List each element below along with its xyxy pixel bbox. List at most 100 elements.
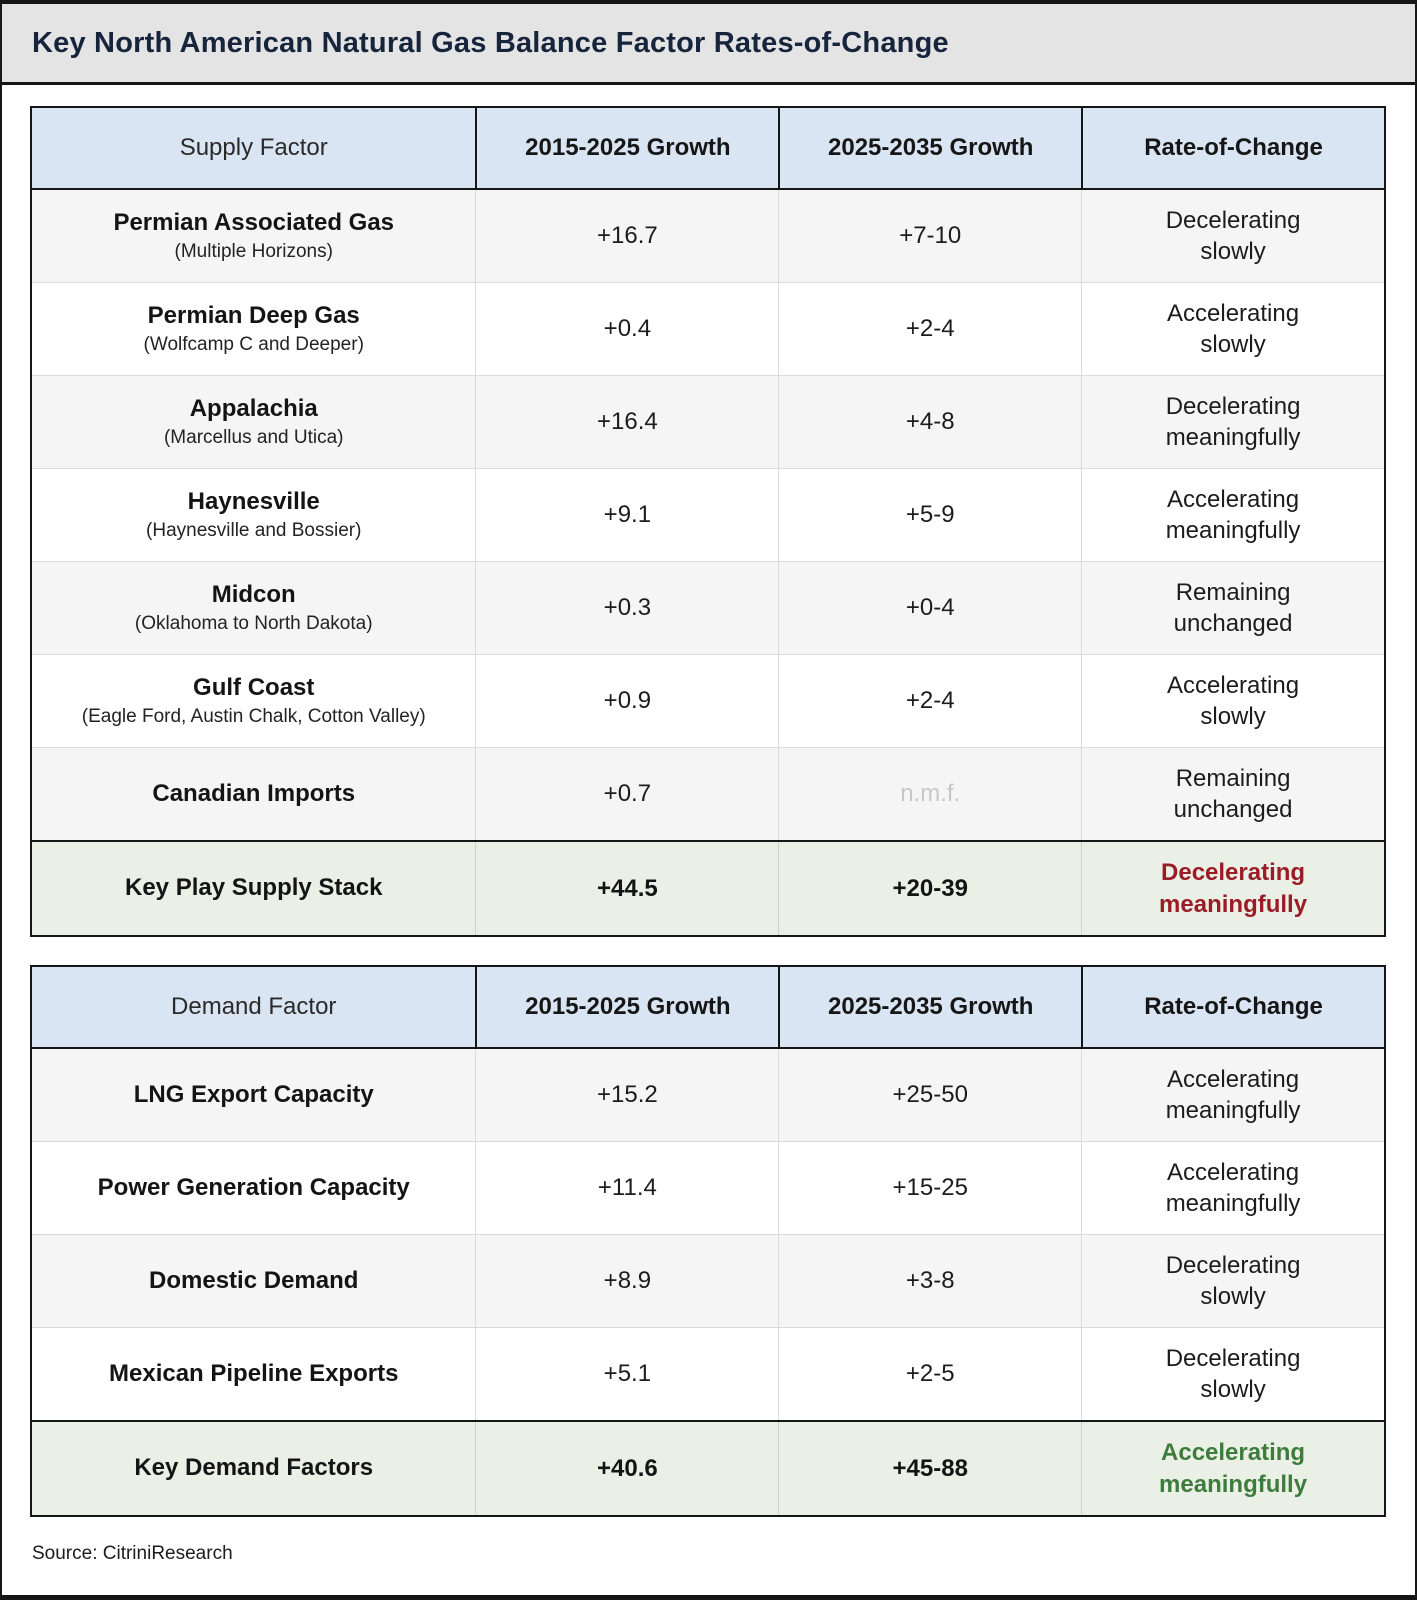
- factor-cell: Permian Associated Gas (Multiple Horizon…: [32, 190, 475, 282]
- factor-cell: Appalachia (Marcellus and Utica): [32, 376, 475, 468]
- factor-subtitle: (Marcellus and Utica): [163, 426, 344, 448]
- supply-header-rate-of-change-label: Rate-of-Change: [1144, 134, 1323, 161]
- summary-factor-name: Key Demand Factors: [134, 1454, 374, 1482]
- growth-value: +0.4: [603, 315, 652, 342]
- rate-value: Accelerating slowly: [1167, 671, 1300, 730]
- factor-subtitle: (Multiple Horizons): [174, 240, 333, 262]
- table-row: Gulf Coast (Eagle Ford, Austin Chalk, Co…: [32, 654, 1384, 747]
- factor-name: Domestic Demand: [149, 1266, 359, 1294]
- supply-header-growth-2025-2035: 2025-2035 Growth: [778, 108, 1081, 188]
- supply-summary-row: Key Play Supply Stack +44.5 +20-39 Decel…: [32, 840, 1384, 935]
- growth-value: +2-5: [905, 1360, 955, 1387]
- rate-value: Decelerating slowly: [1165, 1251, 1301, 1310]
- growth-2025-2035-cell: +15-25: [778, 1142, 1081, 1234]
- rate-cell: Decelerating slowly: [1081, 190, 1384, 282]
- factor-subtitle: (Eagle Ford, Austin Chalk, Cotton Valley…: [81, 705, 426, 727]
- growth-value-not-meaningful: n.m.f.: [900, 780, 961, 807]
- title-bar: Key North American Natural Gas Balance F…: [2, 4, 1415, 85]
- rate-cell: Decelerating meaningfully: [1081, 376, 1384, 468]
- factor-cell: Power Generation Capacity: [32, 1142, 475, 1234]
- table-row: Haynesville (Haynesville and Bossier) +9…: [32, 468, 1384, 561]
- rate-cell: Decelerating slowly: [1081, 1235, 1384, 1327]
- summary-factor-name: Key Play Supply Stack: [125, 874, 383, 902]
- demand-header-rate-of-change: Rate-of-Change: [1081, 967, 1384, 1047]
- growth-value: +4-8: [905, 408, 955, 435]
- factor-cell: Midcon (Oklahoma to North Dakota): [32, 562, 475, 654]
- growth-value: +16.4: [597, 408, 658, 435]
- rate-value: Accelerating slowly: [1167, 299, 1300, 358]
- growth-2025-2035-cell: +2-4: [778, 283, 1081, 375]
- factor-name: Power Generation Capacity: [97, 1173, 410, 1201]
- summary-growth-value: +44.5: [597, 874, 658, 902]
- source-attribution: Source: CitriniResearch: [32, 1543, 233, 1564]
- growth-2025-2035-cell: +45-88: [778, 1422, 1081, 1515]
- factor-subtitle: (Wolfcamp C and Deeper): [143, 333, 364, 355]
- factor-name: Gulf Coast: [193, 673, 315, 701]
- growth-2015-2025-cell: +16.7: [475, 190, 778, 282]
- growth-2025-2035-cell: +4-8: [778, 376, 1081, 468]
- rate-value: Remaining unchanged: [1173, 578, 1293, 637]
- growth-2025-2035-cell: +0-4: [778, 562, 1081, 654]
- demand-table: Demand Factor 2015-2025 Growth 2025-2035…: [30, 965, 1386, 1517]
- rate-cell: Accelerating meaningfully: [1081, 1142, 1384, 1234]
- growth-value: +5.1: [603, 1360, 652, 1387]
- factor-cell: LNG Export Capacity: [32, 1049, 475, 1141]
- growth-2015-2025-cell: +16.4: [475, 376, 778, 468]
- growth-value: +15.2: [597, 1081, 658, 1108]
- growth-2025-2035-cell: +3-8: [778, 1235, 1081, 1327]
- demand-summary-row: Key Demand Factors +40.6 +45-88 Accelera…: [32, 1420, 1384, 1515]
- factor-name: Appalachia: [189, 394, 318, 422]
- rate-cell: Accelerating meaningfully: [1081, 1422, 1384, 1515]
- growth-2025-2035-cell: +2-5: [778, 1328, 1081, 1420]
- rate-value: Decelerating slowly: [1165, 1344, 1301, 1403]
- growth-value: +3-8: [905, 1267, 955, 1294]
- growth-2025-2035-cell: +7-10: [778, 190, 1081, 282]
- summary-growth-value: +45-88: [892, 1454, 968, 1482]
- rate-value: Decelerating meaningfully: [1165, 392, 1301, 451]
- rate-cell: Accelerating slowly: [1081, 655, 1384, 747]
- supply-header-growth-2015-2025-label: 2015-2025 Growth: [525, 134, 731, 161]
- factor-subtitle: (Oklahoma to North Dakota): [134, 612, 373, 634]
- table-row: Canadian Imports +0.7 n.m.f. Remaining u…: [32, 747, 1384, 840]
- growth-value: +16.7: [597, 222, 658, 249]
- growth-2015-2025-cell: +15.2: [475, 1049, 778, 1141]
- rate-cell: Remaining unchanged: [1081, 748, 1384, 840]
- growth-value: +0.9: [603, 687, 652, 714]
- growth-value: +15-25: [892, 1174, 968, 1201]
- growth-value: +11.4: [597, 1174, 657, 1201]
- supply-table-header-row: Supply Factor 2015-2025 Growth 2025-2035…: [32, 108, 1384, 190]
- rate-cell: Decelerating meaningfully: [1081, 842, 1384, 935]
- demand-header-growth-2015-2025: 2015-2025 Growth: [475, 967, 778, 1047]
- growth-value: +9.1: [603, 501, 652, 528]
- demand-header-factor: Demand Factor: [32, 967, 475, 1047]
- growth-2015-2025-cell: +8.9: [475, 1235, 778, 1327]
- page-title: Key North American Natural Gas Balance F…: [32, 26, 949, 59]
- table-row: Power Generation Capacity +11.4 +15-25 A…: [32, 1141, 1384, 1234]
- summary-growth-value: +40.6: [597, 1454, 658, 1482]
- growth-2025-2035-cell: +20-39: [778, 842, 1081, 935]
- growth-2015-2025-cell: +9.1: [475, 469, 778, 561]
- growth-2015-2025-cell: +11.4: [475, 1142, 778, 1234]
- growth-2015-2025-cell: +0.7: [475, 748, 778, 840]
- supply-header-growth-2015-2025: 2015-2025 Growth: [475, 108, 778, 188]
- rate-value: Accelerating meaningfully: [1165, 1158, 1301, 1217]
- table-row: Mexican Pipeline Exports +5.1 +2-5 Decel…: [32, 1327, 1384, 1420]
- factor-name: Haynesville: [187, 487, 320, 515]
- factor-cell: Permian Deep Gas (Wolfcamp C and Deeper): [32, 283, 475, 375]
- growth-2025-2035-cell: +2-4: [778, 655, 1081, 747]
- rate-cell: Accelerating slowly: [1081, 283, 1384, 375]
- factor-cell: Mexican Pipeline Exports: [32, 1328, 475, 1420]
- rate-value: Accelerating meaningfully: [1165, 485, 1301, 544]
- factor-cell: Key Demand Factors: [32, 1422, 475, 1515]
- summary-rate-value: Decelerating meaningfully: [1159, 859, 1308, 918]
- rate-value: Decelerating slowly: [1165, 206, 1301, 265]
- content: Supply Factor 2015-2025 Growth 2025-2035…: [2, 106, 1415, 1565]
- table-row: Permian Associated Gas (Multiple Horizon…: [32, 190, 1384, 282]
- demand-header-rate-of-change-label: Rate-of-Change: [1144, 993, 1323, 1020]
- growth-2015-2025-cell: +40.6: [475, 1422, 778, 1515]
- growth-2015-2025-cell: +0.9: [475, 655, 778, 747]
- growth-value: +0-4: [905, 594, 955, 621]
- growth-value: +0.3: [603, 594, 652, 621]
- demand-header-growth-2015-2025-label: 2015-2025 Growth: [525, 993, 731, 1020]
